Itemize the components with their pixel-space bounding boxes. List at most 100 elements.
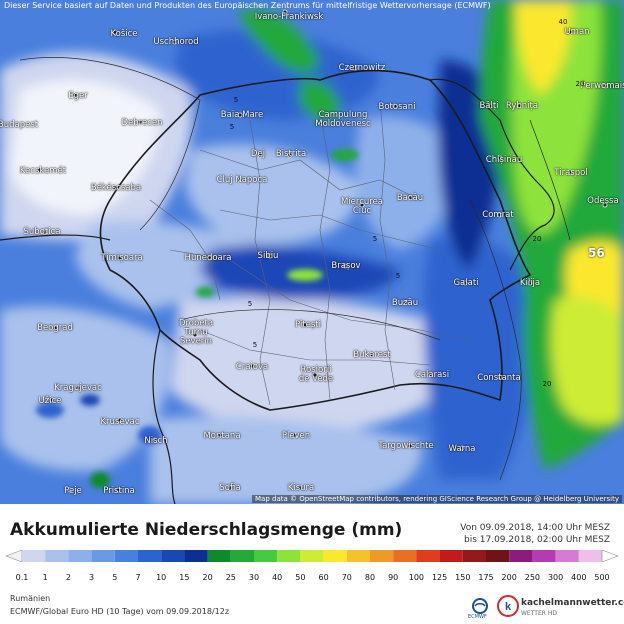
scale-tick-label: 2 bbox=[65, 573, 71, 582]
city-label: Calarasi bbox=[414, 370, 450, 380]
scale-color-step bbox=[346, 550, 370, 562]
brand-name: kachelmannwetter.com bbox=[521, 598, 624, 608]
city-label: Comrat bbox=[482, 210, 514, 220]
scale-tick-label: 25 bbox=[225, 573, 236, 582]
scale-tick-label: 7 bbox=[135, 573, 141, 582]
city-label: Rybnița bbox=[505, 101, 539, 111]
scale-tick-label: 80 bbox=[364, 573, 376, 582]
scale-color-step bbox=[323, 550, 347, 562]
isoline-label: 5 bbox=[395, 272, 401, 280]
scale-tick-label: 50 bbox=[295, 573, 306, 582]
legend-footer bbox=[0, 504, 624, 624]
city-label: Campulung Moldovenesc bbox=[315, 110, 371, 129]
color-scale bbox=[5, 549, 619, 563]
scale-tick-label: 0.1 bbox=[15, 573, 29, 582]
city-label: Drobeta Turnu Severin bbox=[178, 318, 214, 347]
scale-tick-label: 60 bbox=[318, 573, 329, 582]
scale-color-step bbox=[416, 550, 440, 562]
green-mountain-north bbox=[240, 9, 320, 73]
scale-tick-label: 100 bbox=[408, 573, 425, 582]
city-label: Tiraspol bbox=[554, 168, 588, 178]
scale-color-step bbox=[161, 550, 185, 562]
ecmwf-disclaimer: Dieser Service basiert auf Daten und Pro… bbox=[4, 1, 491, 10]
city-label: Cluj Napoca bbox=[216, 175, 268, 185]
city-label: Bălți bbox=[479, 101, 499, 111]
scale-tick-label: 10 bbox=[156, 573, 167, 582]
scale-tick-label: 3 bbox=[89, 573, 95, 582]
romania-border bbox=[99, 69, 532, 411]
scale-tick-label: 1 bbox=[42, 573, 48, 582]
cell-pristina bbox=[90, 472, 110, 488]
scale-color-step bbox=[277, 550, 301, 562]
scale-tick-label: 5 bbox=[112, 573, 118, 582]
light-area-wallachia bbox=[170, 296, 462, 431]
city-label: Warna bbox=[448, 444, 476, 454]
city-label: Galati bbox=[453, 278, 479, 288]
isoline-label: 5 bbox=[229, 123, 235, 131]
serbia-border bbox=[0, 234, 111, 241]
scale-color-step bbox=[22, 550, 46, 562]
lime-black-sea bbox=[550, 296, 624, 425]
city-label: Kisura bbox=[287, 483, 315, 493]
isoline-label: 20 bbox=[532, 235, 542, 243]
kachelmann-logo-icon: k bbox=[497, 595, 519, 617]
city-label: Timișoara bbox=[101, 253, 143, 263]
city-label: Sofia bbox=[219, 483, 241, 493]
dark-belt-black-sea bbox=[423, 237, 541, 480]
scale-tick-label: 250 bbox=[524, 573, 541, 582]
city-label: Uman bbox=[564, 27, 590, 37]
city-label: Bacău bbox=[396, 193, 424, 203]
isoline-label: 5 bbox=[247, 300, 253, 308]
scale-color-step bbox=[207, 550, 231, 562]
scale-color-step bbox=[254, 550, 278, 562]
scale-color-step bbox=[45, 550, 69, 562]
isoline-label: 5 bbox=[252, 341, 258, 349]
bulgaria-border bbox=[152, 329, 176, 504]
city-label: Košice bbox=[110, 29, 138, 39]
scale-color-step bbox=[184, 550, 208, 562]
scale-color-step bbox=[509, 550, 533, 562]
period-from: Von 09.09.2018, 14:00 Uhr MESZ bbox=[460, 523, 610, 533]
city-label: Peje bbox=[64, 486, 82, 496]
scale-tick-label: 500 bbox=[594, 573, 610, 582]
green-bucovina bbox=[300, 79, 340, 120]
scale-tick-label: 175 bbox=[478, 573, 494, 582]
city-label: Craiova bbox=[235, 362, 269, 372]
city-label: Bukarest bbox=[353, 350, 391, 360]
map-title: Akkumulierte Niederschlagsmenge (mm) bbox=[10, 520, 403, 540]
cell-bistrita bbox=[331, 149, 359, 161]
isoline-label: 20 bbox=[542, 380, 552, 388]
city-label: Buzău bbox=[391, 298, 419, 308]
scale-color-step bbox=[138, 550, 162, 562]
scale-color-step bbox=[68, 550, 92, 562]
city-label: Debrecen bbox=[121, 118, 163, 128]
city-label: Kilija bbox=[519, 278, 541, 288]
city-label: Uschhorod bbox=[153, 37, 199, 47]
isoline-label: 5 bbox=[233, 96, 239, 104]
scale-color-step bbox=[486, 550, 510, 562]
scale-arrow-left bbox=[5, 549, 23, 563]
city-label: Roșiorii de Vede bbox=[298, 365, 334, 384]
peak-precip-value: 56 bbox=[588, 246, 605, 260]
isoline-label: 5 bbox=[372, 235, 378, 243]
isoline-label: 20 bbox=[575, 80, 585, 88]
city-label: Perwomaisk bbox=[580, 81, 624, 91]
scale-color-step bbox=[300, 550, 324, 562]
cell-uzice bbox=[36, 402, 64, 418]
city-label: Kragujevac bbox=[54, 383, 102, 393]
scale-tick-label: 15 bbox=[179, 573, 190, 582]
scale-color-step bbox=[230, 550, 254, 562]
city-label: Hunedoara bbox=[184, 253, 232, 263]
city-label: Czernowitz bbox=[338, 63, 386, 73]
moldova-border bbox=[429, 78, 555, 271]
scale-tick-label: 30 bbox=[248, 573, 260, 582]
brand-subtitle: WETTER HD bbox=[521, 610, 557, 617]
city-label: Kecskemét bbox=[19, 166, 67, 176]
cell-fagaras bbox=[287, 269, 323, 281]
scale-color-step bbox=[370, 550, 394, 562]
scale-color-step bbox=[555, 550, 579, 562]
city-label: Pleven bbox=[281, 431, 311, 441]
scale-color-step bbox=[532, 550, 556, 562]
scale-tick-label: 125 bbox=[431, 573, 448, 582]
scale-tick-label: 70 bbox=[341, 573, 352, 582]
